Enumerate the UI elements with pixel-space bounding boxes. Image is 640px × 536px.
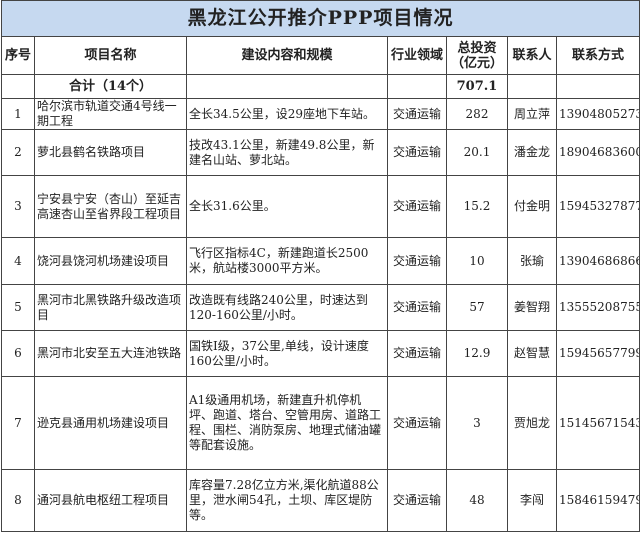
table-row: 8 通河县航电枢纽工程项目 库容量7.28亿立方米,渠化航道88公里，泄水闸54孔，… [1,469,640,532]
cell-investment: 282 [446,98,508,130]
cell-content: 改造既有线路240公里，时速达到120-160公里/小时。 [186,284,388,331]
header-name: 项目名称 [34,36,187,75]
cell-content: 库容量7.28亿立方米,渠化航道88公里，泄水闸54孔，土坝、库区堤防等。 [186,469,388,532]
cell-no: 1 [1,98,35,130]
cell-name: 哈尔滨市轨道交通4号线一期工程 [34,98,187,130]
cell-contact: 贾旭龙 [507,376,557,470]
cell-contact: 赵智慧 [507,330,557,377]
cell-content: 国铁I级，37公里,单线，设计速度160公里/小时。 [186,330,388,377]
cell-contact: 张瑜 [507,237,557,285]
cell-name: 黑河市北安至五大连池铁路 [34,330,187,377]
cell-no: 3 [1,175,35,238]
cell-name: 饶河县饶河机场建设项目 [34,237,187,285]
cell-contact: 姜智翔 [507,284,557,331]
cell-no: 8 [1,469,35,532]
cell-phone: 15945657799 [555,330,640,377]
total-row: 合计（14个） 707.1 [1,74,640,99]
cell-sector: 交通运输 [387,330,447,377]
total-label: 合计（14个） [34,74,187,99]
cell-sector: 交通运输 [387,237,447,285]
cell-sector: 交通运输 [387,175,447,238]
cell-name: 宁安县宁安（杏山）至延吉高速杏山至省界段工程项目 [34,175,187,238]
cell-no: 4 [1,237,35,285]
cell-contact: 潘金龙 [507,129,557,176]
cell-investment: 15.2 [446,175,508,238]
cell-no: 2 [1,129,35,176]
cell-investment: 57 [446,284,508,331]
table-title: 黑龙江公开推介PPP项目情况 [0,0,640,37]
cell-sector: 交通运输 [387,284,447,331]
total-investment: 707.1 [446,74,508,99]
cell-phone: 15145671543 [555,376,640,470]
table-row: 4 饶河县饶河机场建设项目 飞行区指标4C，新建跑道长2500米，航站楼3000平方… [1,237,640,285]
cell-investment: 48 [446,469,508,532]
header-investment: 总投资（亿元） [446,36,508,75]
cell-no: 6 [1,330,35,377]
cell-name: 通河县航电枢纽工程项目 [34,469,187,532]
cell-content: 飞行区指标4C，新建跑道长2500米，航站楼3000平方米。 [186,237,388,285]
cell-sector: 交通运输 [387,376,447,470]
table-row: 7 逊克县通用机场建设项目 A1级通用机场，新建直升机停机坪、跑道、塔台、空管用房、… [1,376,640,470]
cell-no: 5 [1,284,35,331]
cell-sector: 交通运输 [387,129,447,176]
cell-phone: 13904686866 [555,237,640,285]
cell-phone: 13904805273 [555,98,640,130]
cell-contact: 付金明 [507,175,557,238]
cell-content: A1级通用机场，新建直升机停机坪、跑道、塔台、空管用房、道路工程、围栏、消防泵房… [186,376,388,470]
cell-phone: 13555208755 [555,284,640,331]
cell-investment: 20.1 [446,129,508,176]
header-row: 序号 项目名称 建设内容和规模 行业领域 总投资（亿元） 联系人 联系方式 [1,36,640,75]
cell-name: 逊克县通用机场建设项目 [34,376,187,470]
cell-name: 黑河市北黑铁路升级改造项目 [34,284,187,331]
cell-investment: 10 [446,237,508,285]
cell-investment: 12.9 [446,330,508,377]
table-row: 1 哈尔滨市轨道交通4号线一期工程 全长34.5公里，设29座地下车站。 交通运输 28… [1,98,640,130]
cell-name: 萝北县鹤名铁路项目 [34,129,187,176]
table-row: 2 萝北县鹤名铁路项目 技改43.1公里，新建49.8公里，新建名山站、萝北站。 交通… [1,129,640,176]
cell-content: 全长31.6公里。 [186,175,388,238]
header-sector: 行业领域 [387,36,447,75]
table-row: 6 黑河市北安至五大连池铁路 国铁I级，37公里,单线，设计速度160公里/小时。交… [1,330,640,377]
cell-no: 7 [1,376,35,470]
cell-sector: 交通运输 [387,469,447,532]
header-phone: 联系方式 [555,36,640,75]
table-row: 5 黑河市北黑铁路升级改造项目 改造既有线路240公里，时速达到120-160公里/… [1,284,640,331]
cell-phone: 15846159479 [555,469,640,532]
cell-contact: 李闯 [507,469,557,532]
cell-phone: 15945327877 [555,175,640,238]
cell-content: 技改43.1公里，新建49.8公里，新建名山站、萝北站。 [186,129,388,176]
cell-content: 全长34.5公里，设29座地下车站。 [186,98,388,130]
cell-sector: 交通运输 [387,98,447,130]
cell-phone: 18904683600 [555,129,640,176]
header-content: 建设内容和规模 [186,36,388,75]
cell-investment: 3 [446,376,508,470]
header-contact: 联系人 [507,36,557,75]
header-no: 序号 [1,36,35,75]
cell-contact: 周立萍 [507,98,557,130]
table-row: 3 宁安县宁安（杏山）至延吉高速杏山至省界段工程项目 全长31.6公里。 交通运输 15… [1,175,640,238]
